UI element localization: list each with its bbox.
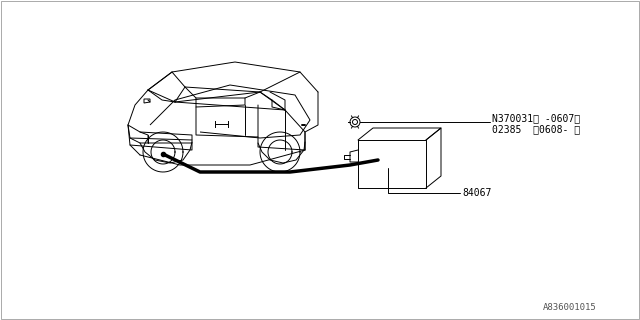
- Text: 84067: 84067: [462, 188, 492, 198]
- Text: 02385  〈0608- 〉: 02385 〈0608- 〉: [492, 124, 580, 134]
- Text: N370031〈 -0607〉: N370031〈 -0607〉: [492, 113, 580, 123]
- Text: A836001015: A836001015: [543, 303, 597, 312]
